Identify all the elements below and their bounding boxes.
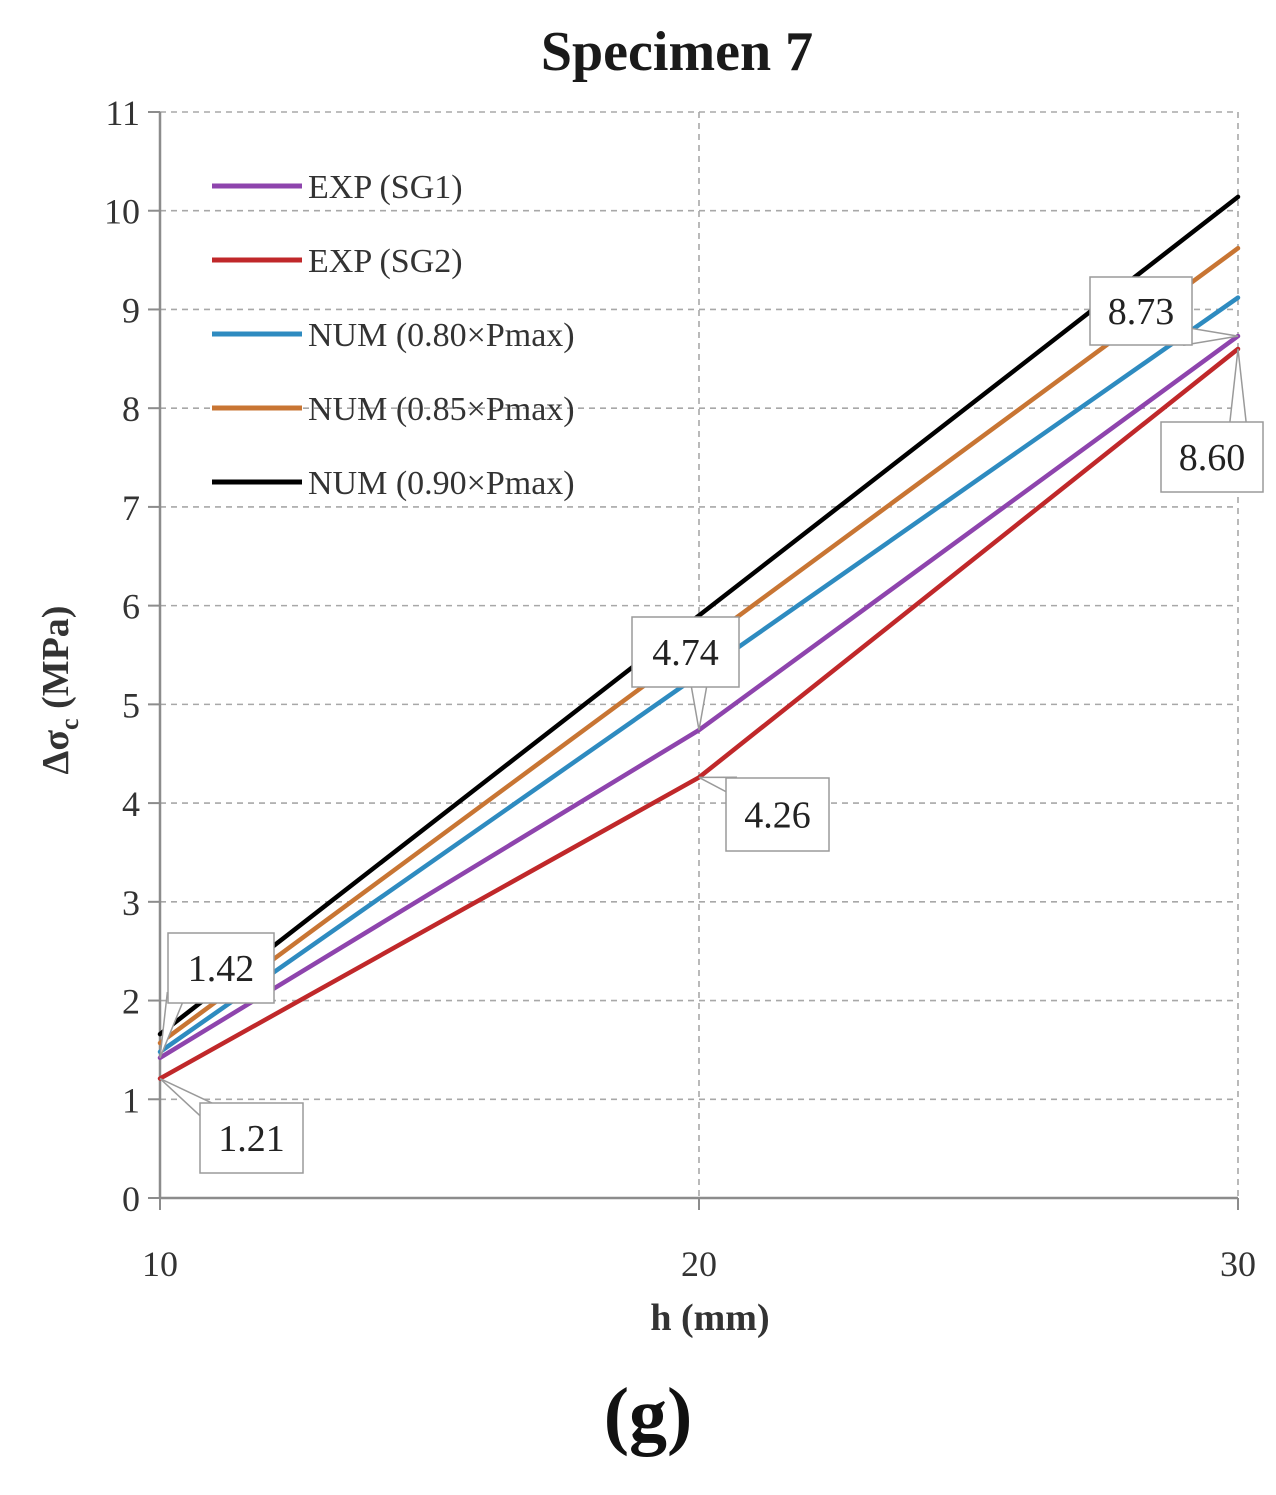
annotation-box (167, 932, 275, 1004)
annotation-box (1089, 276, 1193, 346)
y-tick-label: 9 (122, 290, 140, 330)
series-line-4 (157, 194, 1241, 1037)
legend-label-3: NUM (0.85×Pmax) (308, 391, 575, 428)
y-tick-label: 8 (122, 389, 140, 429)
annotation-pointer (1228, 348, 1248, 431)
annotation-box (1160, 421, 1264, 493)
annotation-box (631, 616, 740, 688)
annotation-label: 8.73 (1108, 291, 1175, 333)
y-axis-label-main: Δσ (35, 730, 77, 775)
chart-title: Specimen 7 (541, 21, 813, 83)
annotation-label: 8.60 (1179, 437, 1246, 479)
annotation-label: 4.26 (744, 795, 811, 837)
y-tick-label: 5 (122, 685, 140, 725)
y-tick-label: 6 (122, 587, 140, 627)
legend: EXP (SG1) EXP (SG2) NUM (0.80×Pmax) NUM (0.… (212, 169, 575, 502)
y-tick-label: 4 (122, 784, 140, 824)
y-axis-label-subscript: c (55, 718, 84, 730)
x-tick-label: 10 (142, 1244, 178, 1284)
y-tick-label: 2 (122, 982, 140, 1022)
annotation-box (199, 1102, 304, 1174)
y-tick-label: 3 (122, 883, 140, 923)
legend-label-1: EXP (SG2) (308, 243, 463, 280)
annotation-box (725, 777, 830, 852)
y-tick-label: 11 (105, 93, 140, 133)
annotation-label: 1.21 (218, 1118, 285, 1160)
figure-caption: (g) (604, 1373, 693, 1457)
legend-label-0: EXP (SG1) (308, 169, 463, 206)
legend-label-4: NUM (0.90×Pmax) (308, 465, 575, 502)
x-tick-label: 30 (1220, 1244, 1256, 1284)
x-axis-label: h (mm) (650, 1297, 769, 1339)
y-axis-label-unit: (MPa) (35, 606, 77, 719)
y-tick-label: 1 (122, 1080, 140, 1120)
annotation-label: 4.74 (652, 632, 719, 674)
y-tick-label: 7 (122, 488, 140, 528)
axis-layer: 0 1 2 3 4 5 6 7 8 9 10 11 10 20 30 (104, 93, 1256, 1284)
y-axis-label: Δσc (MPa) (35, 606, 84, 775)
annotation-layer: 1.42 1.21 4.74 4.26 8.73 8.60 (159, 276, 1264, 1174)
x-tick-label: 20 (681, 1244, 717, 1284)
y-tick-label: 10 (104, 192, 140, 232)
legend-label-2: NUM (0.80×Pmax) (308, 317, 575, 354)
annotation-label: 1.42 (188, 948, 255, 990)
y-tick-label: 0 (122, 1179, 140, 1219)
